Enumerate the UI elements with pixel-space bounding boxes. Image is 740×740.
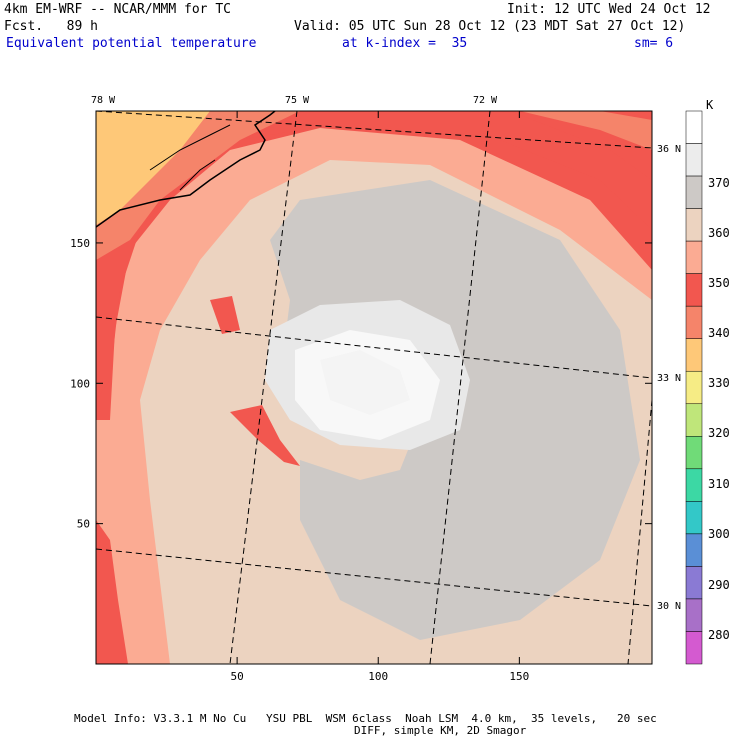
y-tick-label: 50: [77, 518, 90, 531]
colorbar-swatch: [685, 305, 703, 339]
smoothing: sm= 6: [634, 36, 674, 51]
colorbar-swatch: [685, 370, 703, 405]
x-tick-label: 100: [368, 670, 388, 683]
colorbar-swatch: [685, 143, 703, 177]
colorbar-swatch: [685, 436, 703, 470]
init-time: Init: 12 UTC Wed 24 Oct 12: [507, 2, 711, 17]
colorbar-swatch: [685, 533, 703, 567]
longitude-72-line: [429, 111, 491, 664]
colorbar-swatch: [685, 110, 703, 144]
y-tick-label: 100: [70, 377, 90, 390]
longitude-label: 75 W: [285, 95, 310, 106]
latitude-33-line: [96, 316, 652, 379]
colorbar-swatch: [685, 631, 703, 665]
colorbar-swatch: [685, 338, 703, 372]
longitude-label: 78 W: [91, 95, 116, 106]
forecast-hour: Fcst. 89 h: [4, 19, 98, 34]
warm-streak-2: [210, 296, 240, 334]
latitude-label: 30 N: [657, 601, 681, 612]
latitude-30-line: [96, 548, 652, 607]
contour-335-northeast: [96, 111, 652, 150]
graticule: [96, 111, 652, 664]
colorbar-level-label: 280: [708, 628, 730, 642]
contour-340-southwest: [96, 520, 128, 664]
longitude-label: 72 W: [473, 95, 498, 106]
colorbar-level-label: 300: [708, 527, 730, 541]
colorbar-level-label: 330: [708, 376, 730, 390]
longitude-69-line: [627, 399, 652, 664]
latitude-label: 36 N: [657, 144, 681, 155]
colorbar-swatch: [685, 273, 703, 307]
colorbar-level-label: 290: [708, 578, 730, 592]
contour-370-inner: [320, 350, 410, 415]
model-info: Model Info: V3.3.1 M No Cu YSU PBL WSM 6…: [74, 712, 657, 725]
x-tick-label: 50: [230, 670, 243, 683]
latitude-36-line: [96, 111, 652, 149]
colorbar-swatch: [685, 598, 703, 632]
colorbar-level-label: 370: [708, 176, 730, 190]
colorbar-level-label: 360: [708, 226, 730, 240]
warm-streak: [230, 405, 300, 466]
colorbar-swatch: [685, 175, 703, 209]
colorbar-swatch: [685, 208, 703, 242]
colorbar-swatch: [685, 468, 703, 502]
colorbar-swatch: [685, 240, 703, 274]
model-info-2: DIFF, simple KM, 2D Smagor: [354, 724, 527, 737]
latitude-label: 33 N: [657, 373, 681, 384]
valid-time: Valid: 05 UTC Sun 28 Oct 12 (23 MDT Sat …: [294, 19, 686, 34]
colorbar-unit: K: [706, 98, 714, 112]
colorbar-level-label: 320: [708, 426, 730, 440]
colorbar-swatch: [685, 566, 703, 600]
field-plot: [96, 111, 652, 664]
colorbar-swatch: [685, 501, 703, 535]
colorbar-swatch: [685, 403, 703, 437]
plot-frame: [95, 110, 653, 665]
x-tick-label: 150: [509, 670, 529, 683]
colorbar-level-label: 310: [708, 477, 730, 491]
colorbar-level-label: 350: [708, 276, 730, 290]
k-index: at k-index = 35: [342, 36, 468, 51]
longitude-75-line: [229, 111, 298, 664]
field-name: Equivalent potential temperature: [6, 36, 257, 51]
model-title: 4km EM-WRF -- NCAR/MMM for TC: [4, 2, 231, 17]
y-tick-label: 150: [70, 237, 90, 250]
sound-shoreline: [149, 124, 231, 191]
colorbar-level-label: 340: [708, 326, 730, 340]
